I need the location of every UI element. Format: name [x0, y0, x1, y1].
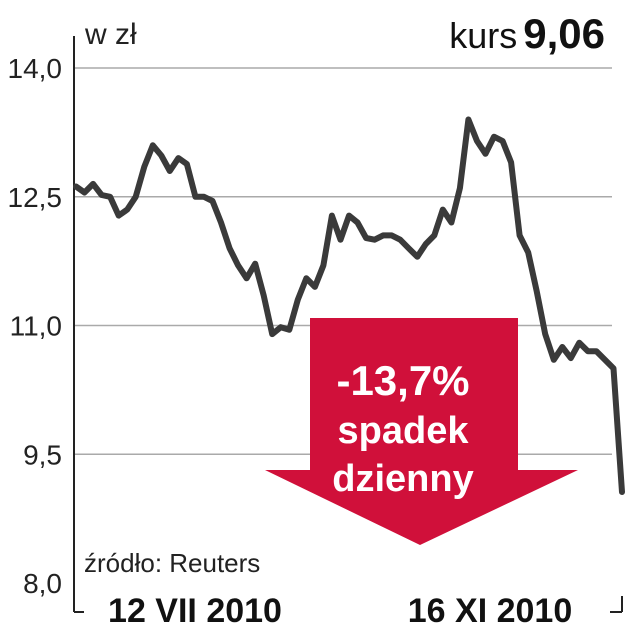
annotation-line: dzienny	[332, 458, 473, 500]
x-tick-labels: 12 VII 2010 16 XI 2010	[108, 592, 572, 630]
unit-label: w zł	[85, 18, 137, 51]
annotation-line: spadek	[338, 410, 470, 452]
source-note: źródło: Reuters	[84, 548, 261, 578]
price-readout-value: 9,06	[523, 10, 605, 57]
series-line-price	[73, 116, 625, 495]
x-tick-label: 12 VII 2010	[108, 592, 282, 630]
y-tick-label: 9,5	[23, 439, 62, 470]
y-tick-label: 11,0	[10, 311, 62, 342]
y-tick-labels: 8,0 9,5 11,0 12,5 14,0	[8, 53, 63, 599]
price-readout-label: kurs	[449, 15, 518, 56]
annotation-line: -13,7%	[336, 357, 469, 404]
x-tick-label: 16 XI 2010	[408, 592, 572, 630]
decline-arrow	[265, 318, 578, 545]
decline-annotation: -13,7% spadek dzienny	[332, 357, 473, 500]
y-tick-label: 12,5	[8, 182, 63, 213]
axes	[73, 36, 623, 613]
y-tick-label: 8,0	[23, 568, 62, 599]
price-readout: kurs 9,06	[449, 10, 605, 58]
y-tick-label: 14,0	[8, 53, 63, 84]
